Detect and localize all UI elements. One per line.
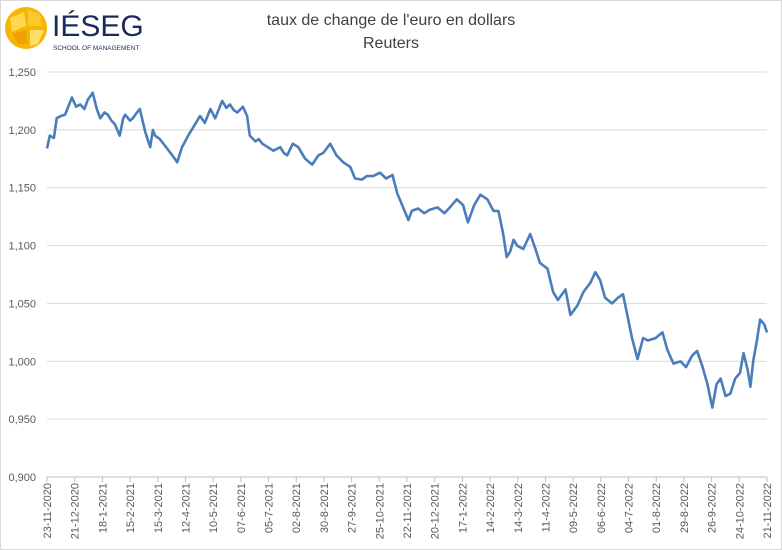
ieseg-logo: IÉSEG SCHOOL OF MANAGEMENT	[5, 7, 144, 52]
y-tick-label: 0,900	[8, 472, 36, 484]
x-tick-label: 04-7-2022	[624, 483, 636, 533]
x-tick-label: 01-8-2022	[651, 483, 663, 533]
x-tick-label: 15-2-2021	[125, 483, 137, 533]
x-tick-label: 06-6-2022	[596, 483, 608, 533]
x-tick-label: 11-4-2022	[540, 483, 552, 532]
x-tick-label: 21-12-2020	[70, 483, 82, 539]
x-tick-label: 26-9-2022	[707, 483, 719, 533]
x-tick-label: 30-8-2021	[319, 483, 331, 533]
x-tick-label: 12-4-2021	[180, 483, 192, 533]
y-tick-label: 1,100	[8, 241, 36, 253]
x-tick-label: 10-5-2021	[208, 483, 220, 533]
series-line-eur-usd	[45, 91, 769, 409]
x-tick-label: 15-3-2021	[153, 483, 165, 533]
y-tick-label: 1,000	[8, 356, 36, 368]
x-tick-label: 09-5-2022	[568, 483, 580, 533]
x-tick-label: 21-11-2022	[762, 483, 774, 538]
x-tick-label: 27-9-2021	[347, 483, 359, 533]
x-tick-label: 17-1-2022	[457, 483, 469, 533]
logo-tagline: SCHOOL OF MANAGEMENT	[53, 45, 139, 52]
x-tick-label: 02-8-2021	[291, 483, 303, 533]
x-tick-label: 25-10-2021	[374, 483, 386, 539]
chart-title: taux de change de l'euro en dollars	[266, 12, 516, 29]
x-tick-label: 29-8-2022	[679, 483, 691, 533]
x-tick-label: 14-3-2022	[513, 483, 525, 533]
globe-icon	[5, 7, 47, 49]
x-tick-label: 23-11-2020	[42, 483, 54, 538]
x-tick-label: 05-7-2021	[264, 483, 276, 533]
x-tick-label: 07-6-2021	[236, 483, 248, 533]
logo-wordmark: IÉSEG	[52, 10, 144, 43]
x-tick-label: 18-1-2021	[97, 483, 109, 533]
y-tick-label: 1,200	[8, 125, 36, 137]
y-tick-label: 0,950	[8, 414, 36, 426]
x-tick-label: 22-11-2021	[402, 483, 414, 538]
y-tick-label: 1,250	[8, 67, 36, 79]
y-tick-label: 1,150	[8, 183, 36, 195]
x-tick-label: 20-12-2021	[430, 483, 442, 539]
y-tick-label: 1,050	[8, 298, 36, 310]
x-tick-label: 24-10-2022	[734, 483, 746, 539]
x-tick-label: 14-2-2022	[485, 483, 497, 533]
chart-subtitle: Reuters	[362, 35, 420, 52]
